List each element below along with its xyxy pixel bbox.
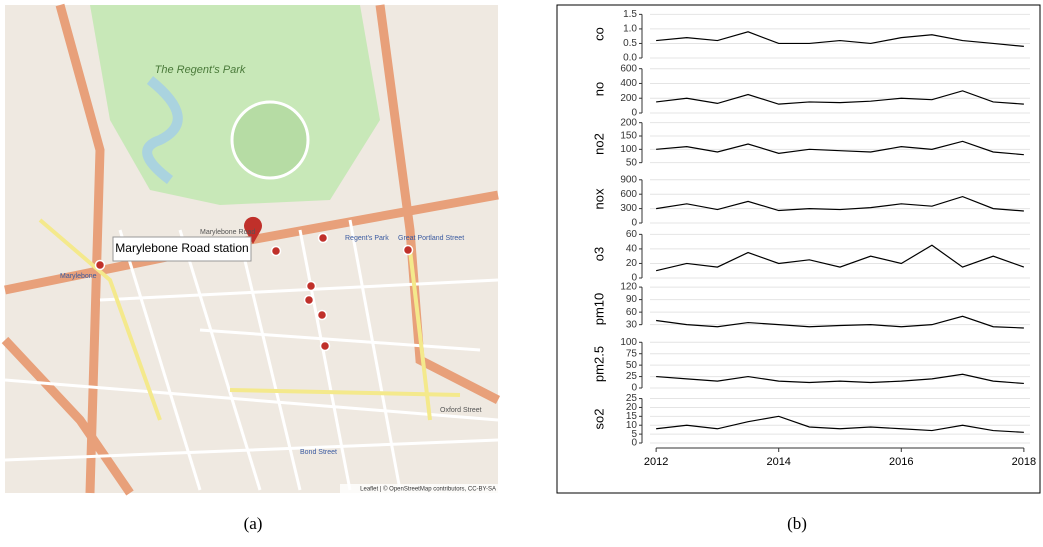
y-tick-label: 60: [626, 307, 638, 318]
panel-label: no2: [591, 133, 606, 155]
y-tick-label: 50: [626, 360, 638, 371]
y-tick-label: 25: [626, 371, 638, 382]
chart: co0.00.51.01.5no0200400600no250100150200…: [591, 9, 1036, 468]
panel-label: so2: [591, 409, 606, 430]
map-label: Great Portland Street: [398, 235, 464, 242]
y-tick-label: 200: [620, 117, 637, 128]
panel-label: co: [591, 27, 606, 41]
series-line: [656, 416, 1024, 432]
y-tick-label: 20: [626, 258, 638, 269]
x-tick-label: 2014: [766, 456, 790, 468]
x-tick-label: 2018: [1012, 456, 1036, 468]
panel-label: no: [591, 82, 606, 96]
map-label: Regent's Park: [345, 235, 389, 242]
y-tick-label: 60: [626, 229, 638, 240]
popup-text: Marylebone Road station: [115, 241, 248, 255]
y-tick-label: 30: [626, 319, 638, 330]
y-tick-label: 0.0: [623, 53, 637, 64]
park-label: The Regent's Park: [155, 64, 246, 76]
y-tick-label: 200: [620, 93, 637, 104]
map: Marylebone Road station The Regent's Par…: [5, 5, 498, 493]
y-tick-label: 0: [631, 218, 637, 229]
y-tick-label: 25: [626, 393, 638, 404]
caption: (a): [244, 514, 263, 533]
y-tick-label: 75: [626, 348, 638, 359]
x-tick-label: 2012: [644, 456, 668, 468]
y-tick-label: 400: [620, 78, 637, 89]
y-tick-label: 0: [631, 383, 637, 394]
map-label: Bond Street: [300, 449, 337, 456]
map-label: Marylebone: [60, 273, 97, 280]
series-line: [656, 91, 1024, 104]
y-tick-label: 600: [620, 189, 637, 200]
y-tick-label: 1.5: [623, 9, 637, 20]
attribution[interactable]: Leaflet | © OpenStreetMap contributors, …: [360, 486, 496, 493]
panel-label: pm2.5: [591, 346, 606, 382]
y-tick-label: 150: [620, 131, 637, 142]
y-tick-label: 100: [620, 144, 637, 155]
y-tick-label: 100: [620, 337, 637, 348]
panel-label: o3: [591, 247, 606, 261]
y-tick-label: 90: [626, 294, 638, 305]
x-tick-label: 2016: [889, 456, 913, 468]
series-line: [656, 141, 1024, 154]
panel-label: pm10: [591, 293, 606, 326]
y-tick-label: 50: [626, 157, 638, 168]
y-tick-label: 300: [620, 203, 637, 214]
series-line: [656, 32, 1024, 47]
caption: (b): [787, 514, 807, 533]
map-label: Marylebone Road: [200, 229, 255, 236]
y-tick-label: 120: [620, 282, 637, 293]
y-tick-label: 1.0: [623, 24, 637, 35]
y-tick-label: 900: [620, 174, 637, 185]
y-tick-label: 40: [626, 244, 638, 255]
panel-label: nox: [591, 188, 606, 209]
inner-circle: [232, 102, 308, 178]
series-line: [656, 316, 1024, 328]
y-tick-label: 0.5: [623, 38, 637, 49]
series-line: [656, 374, 1024, 383]
figure: Marylebone Road station The Regent's Par…: [0, 0, 1043, 542]
y-tick-label: 600: [620, 63, 637, 74]
map-label: Oxford Street: [440, 407, 482, 414]
